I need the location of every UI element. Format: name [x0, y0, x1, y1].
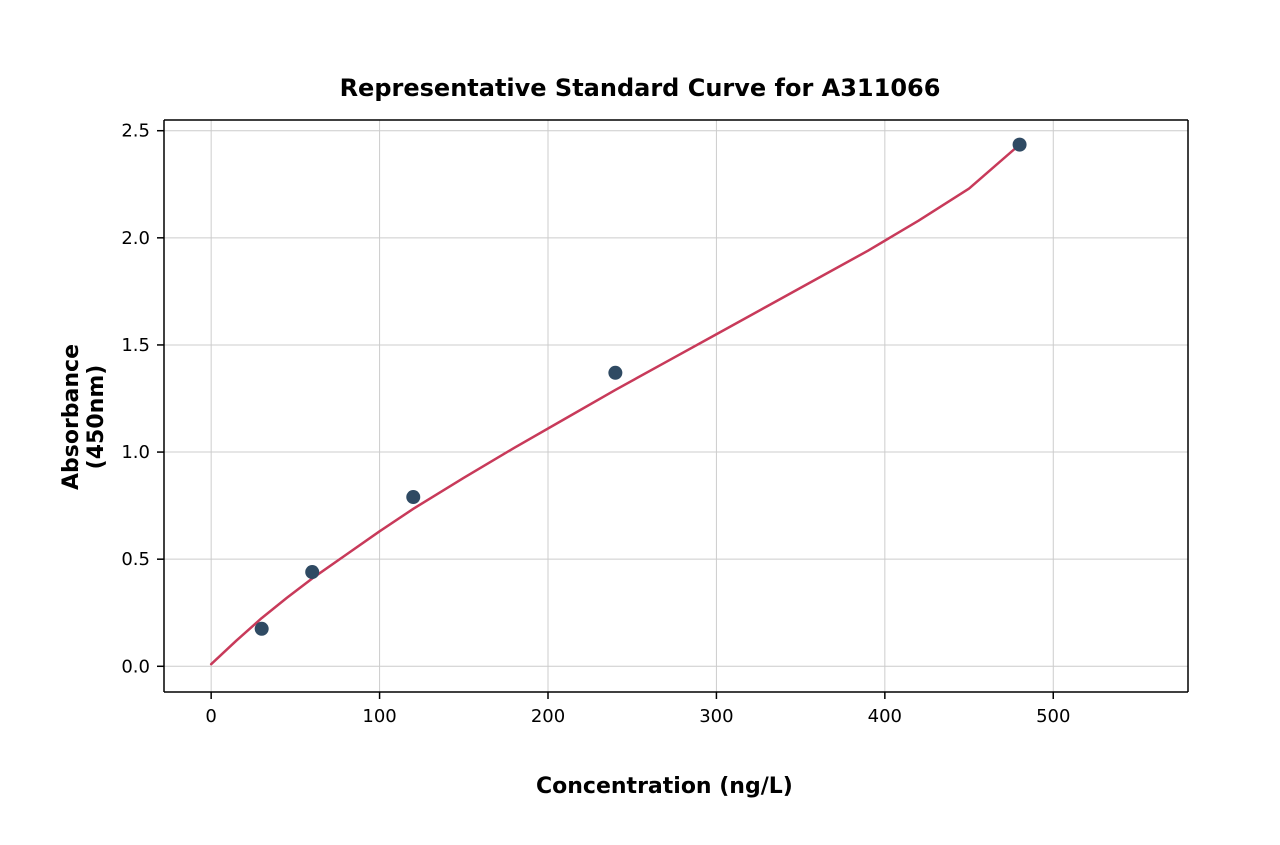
- standard-curve-chart: Representative Standard Curve for A31106…: [0, 0, 1280, 845]
- svg-text:200: 200: [531, 706, 565, 727]
- svg-text:500: 500: [1036, 706, 1070, 727]
- svg-text:0.5: 0.5: [121, 549, 150, 570]
- svg-text:400: 400: [868, 706, 902, 727]
- svg-text:1.5: 1.5: [121, 335, 150, 356]
- svg-text:2.0: 2.0: [121, 228, 150, 249]
- svg-text:100: 100: [362, 706, 396, 727]
- svg-text:1.0: 1.0: [121, 442, 150, 463]
- svg-text:300: 300: [699, 706, 733, 727]
- svg-text:0: 0: [205, 706, 216, 727]
- chart-svg: 0 100 200 300 400 500 0.0 0.5 1.0 1.5 2.0 2.5: [0, 0, 1280, 845]
- svg-text:2.5: 2.5: [121, 121, 150, 142]
- svg-text:0.0: 0.0: [121, 656, 150, 677]
